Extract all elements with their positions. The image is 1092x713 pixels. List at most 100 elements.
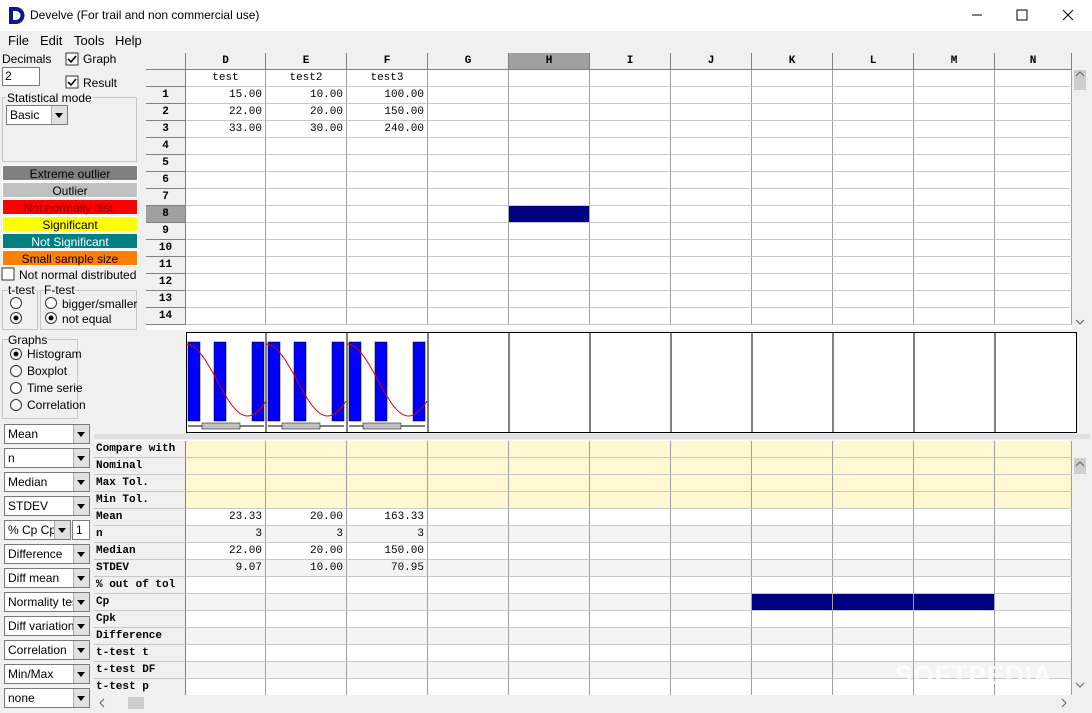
- grid-cell[interactable]: [914, 240, 995, 257]
- grid-cell[interactable]: [266, 172, 347, 189]
- result-cell[interactable]: [428, 611, 509, 628]
- column-header[interactable]: I: [590, 53, 671, 70]
- grid-cell[interactable]: [428, 206, 509, 223]
- row-header[interactable]: 5: [146, 155, 186, 172]
- grid-cell[interactable]: [266, 138, 347, 155]
- grid-cell[interactable]: [752, 70, 833, 87]
- grid-cell[interactable]: [347, 291, 428, 308]
- grid-cell[interactable]: [428, 121, 509, 138]
- grid-cell[interactable]: [914, 121, 995, 138]
- grid-cell[interactable]: [509, 87, 590, 104]
- result-selector[interactable]: STDEV: [4, 496, 90, 516]
- scroll-thumb[interactable]: [128, 697, 144, 709]
- result-cell[interactable]: [752, 441, 833, 458]
- grid-cell[interactable]: [995, 121, 1072, 138]
- menu-item[interactable]: Tools: [74, 33, 105, 48]
- scroll-thumb[interactable]: [1074, 70, 1086, 90]
- dropdown-button[interactable]: [73, 617, 89, 635]
- grid-cell[interactable]: [752, 223, 833, 240]
- cp-input[interactable]: 1: [72, 520, 90, 540]
- result-cell[interactable]: 70.95: [347, 560, 428, 577]
- dropdown-button[interactable]: [73, 545, 89, 563]
- row-header[interactable]: 11: [146, 257, 186, 274]
- grid-cell[interactable]: [347, 257, 428, 274]
- result-cell[interactable]: [347, 492, 428, 509]
- ftest-option[interactable]: not equal: [62, 312, 112, 326]
- grid-cell[interactable]: [914, 104, 995, 121]
- grid-cell[interactable]: [428, 308, 509, 325]
- grid-cell[interactable]: [752, 155, 833, 172]
- grid-cell[interactable]: 240.00: [347, 121, 428, 138]
- grid-cell[interactable]: 33.00: [186, 121, 266, 138]
- result-cell[interactable]: [833, 543, 914, 560]
- result-cell[interactable]: 3: [186, 526, 266, 543]
- result-cell[interactable]: [914, 441, 995, 458]
- grid-cell[interactable]: [509, 240, 590, 257]
- grid-cell[interactable]: [914, 87, 995, 104]
- not-normal-label[interactable]: Not normal distributed: [19, 268, 137, 282]
- result-selector[interactable]: Correlation: [4, 640, 90, 660]
- grid-cell[interactable]: [590, 308, 671, 325]
- grid-cell[interactable]: [914, 274, 995, 291]
- result-cell[interactable]: [266, 645, 347, 662]
- grid-cell[interactable]: [186, 172, 266, 189]
- grid-cell[interactable]: [671, 206, 752, 223]
- column-header[interactable]: H: [509, 53, 590, 70]
- result-cell[interactable]: 20.00: [266, 543, 347, 560]
- result-cell[interactable]: [266, 458, 347, 475]
- grid-cell[interactable]: [752, 121, 833, 138]
- grid-cell[interactable]: [186, 240, 266, 257]
- grid-cell[interactable]: [833, 274, 914, 291]
- result-cell[interactable]: 163.33: [347, 509, 428, 526]
- grid-cell[interactable]: [671, 155, 752, 172]
- result-cell[interactable]: [509, 560, 590, 577]
- result-cell[interactable]: [428, 628, 509, 645]
- grid-cell[interactable]: [833, 189, 914, 206]
- result-cell[interactable]: [671, 458, 752, 475]
- grid-cell[interactable]: [752, 138, 833, 155]
- grid-cell[interactable]: [186, 291, 266, 308]
- grid-cell[interactable]: [914, 206, 995, 223]
- result-cell[interactable]: [995, 560, 1072, 577]
- column-header[interactable]: M: [914, 53, 995, 70]
- row-header[interactable]: 3: [146, 121, 186, 138]
- result-cell[interactable]: [590, 679, 671, 696]
- result-selector[interactable]: Diff mean: [4, 568, 90, 588]
- grid-cell[interactable]: [590, 172, 671, 189]
- result-cell[interactable]: [671, 475, 752, 492]
- ftest-option[interactable]: bigger/smaller: [62, 297, 138, 311]
- grid-cell[interactable]: [590, 138, 671, 155]
- result-cell[interactable]: [914, 526, 995, 543]
- result-cell[interactable]: [590, 645, 671, 662]
- grid-cell[interactable]: [995, 70, 1072, 87]
- grid-cell[interactable]: [914, 172, 995, 189]
- menu-item[interactable]: File: [8, 33, 29, 48]
- dropdown-button[interactable]: [73, 425, 89, 443]
- close-button[interactable]: [1062, 9, 1074, 21]
- result-cell[interactable]: [995, 441, 1072, 458]
- result-cell[interactable]: 3: [347, 526, 428, 543]
- grid-cell[interactable]: [671, 189, 752, 206]
- grid-cell[interactable]: [509, 155, 590, 172]
- grid-cell[interactable]: [671, 121, 752, 138]
- grid-cell[interactable]: [752, 172, 833, 189]
- grid-cell[interactable]: [590, 155, 671, 172]
- column-header[interactable]: D: [186, 53, 266, 70]
- v-scrollbar[interactable]: [1072, 440, 1088, 695]
- result-cell[interactable]: [186, 679, 266, 696]
- result-cell[interactable]: [914, 594, 995, 611]
- grid-cell[interactable]: [671, 240, 752, 257]
- result-cell[interactable]: 9.07: [186, 560, 266, 577]
- result-cell[interactable]: [186, 645, 266, 662]
- grid-cell[interactable]: [752, 308, 833, 325]
- result-cell[interactable]: [186, 458, 266, 475]
- grid-cell[interactable]: [186, 138, 266, 155]
- grid-cell[interactable]: [752, 291, 833, 308]
- result-cell[interactable]: [590, 543, 671, 560]
- grid-cell[interactable]: [833, 257, 914, 274]
- dropdown-button[interactable]: [73, 473, 89, 491]
- result-cell[interactable]: [671, 577, 752, 594]
- grid-cell[interactable]: [590, 291, 671, 308]
- result-cell[interactable]: 150.00: [347, 543, 428, 560]
- graph-option[interactable]: Time serie: [27, 381, 83, 395]
